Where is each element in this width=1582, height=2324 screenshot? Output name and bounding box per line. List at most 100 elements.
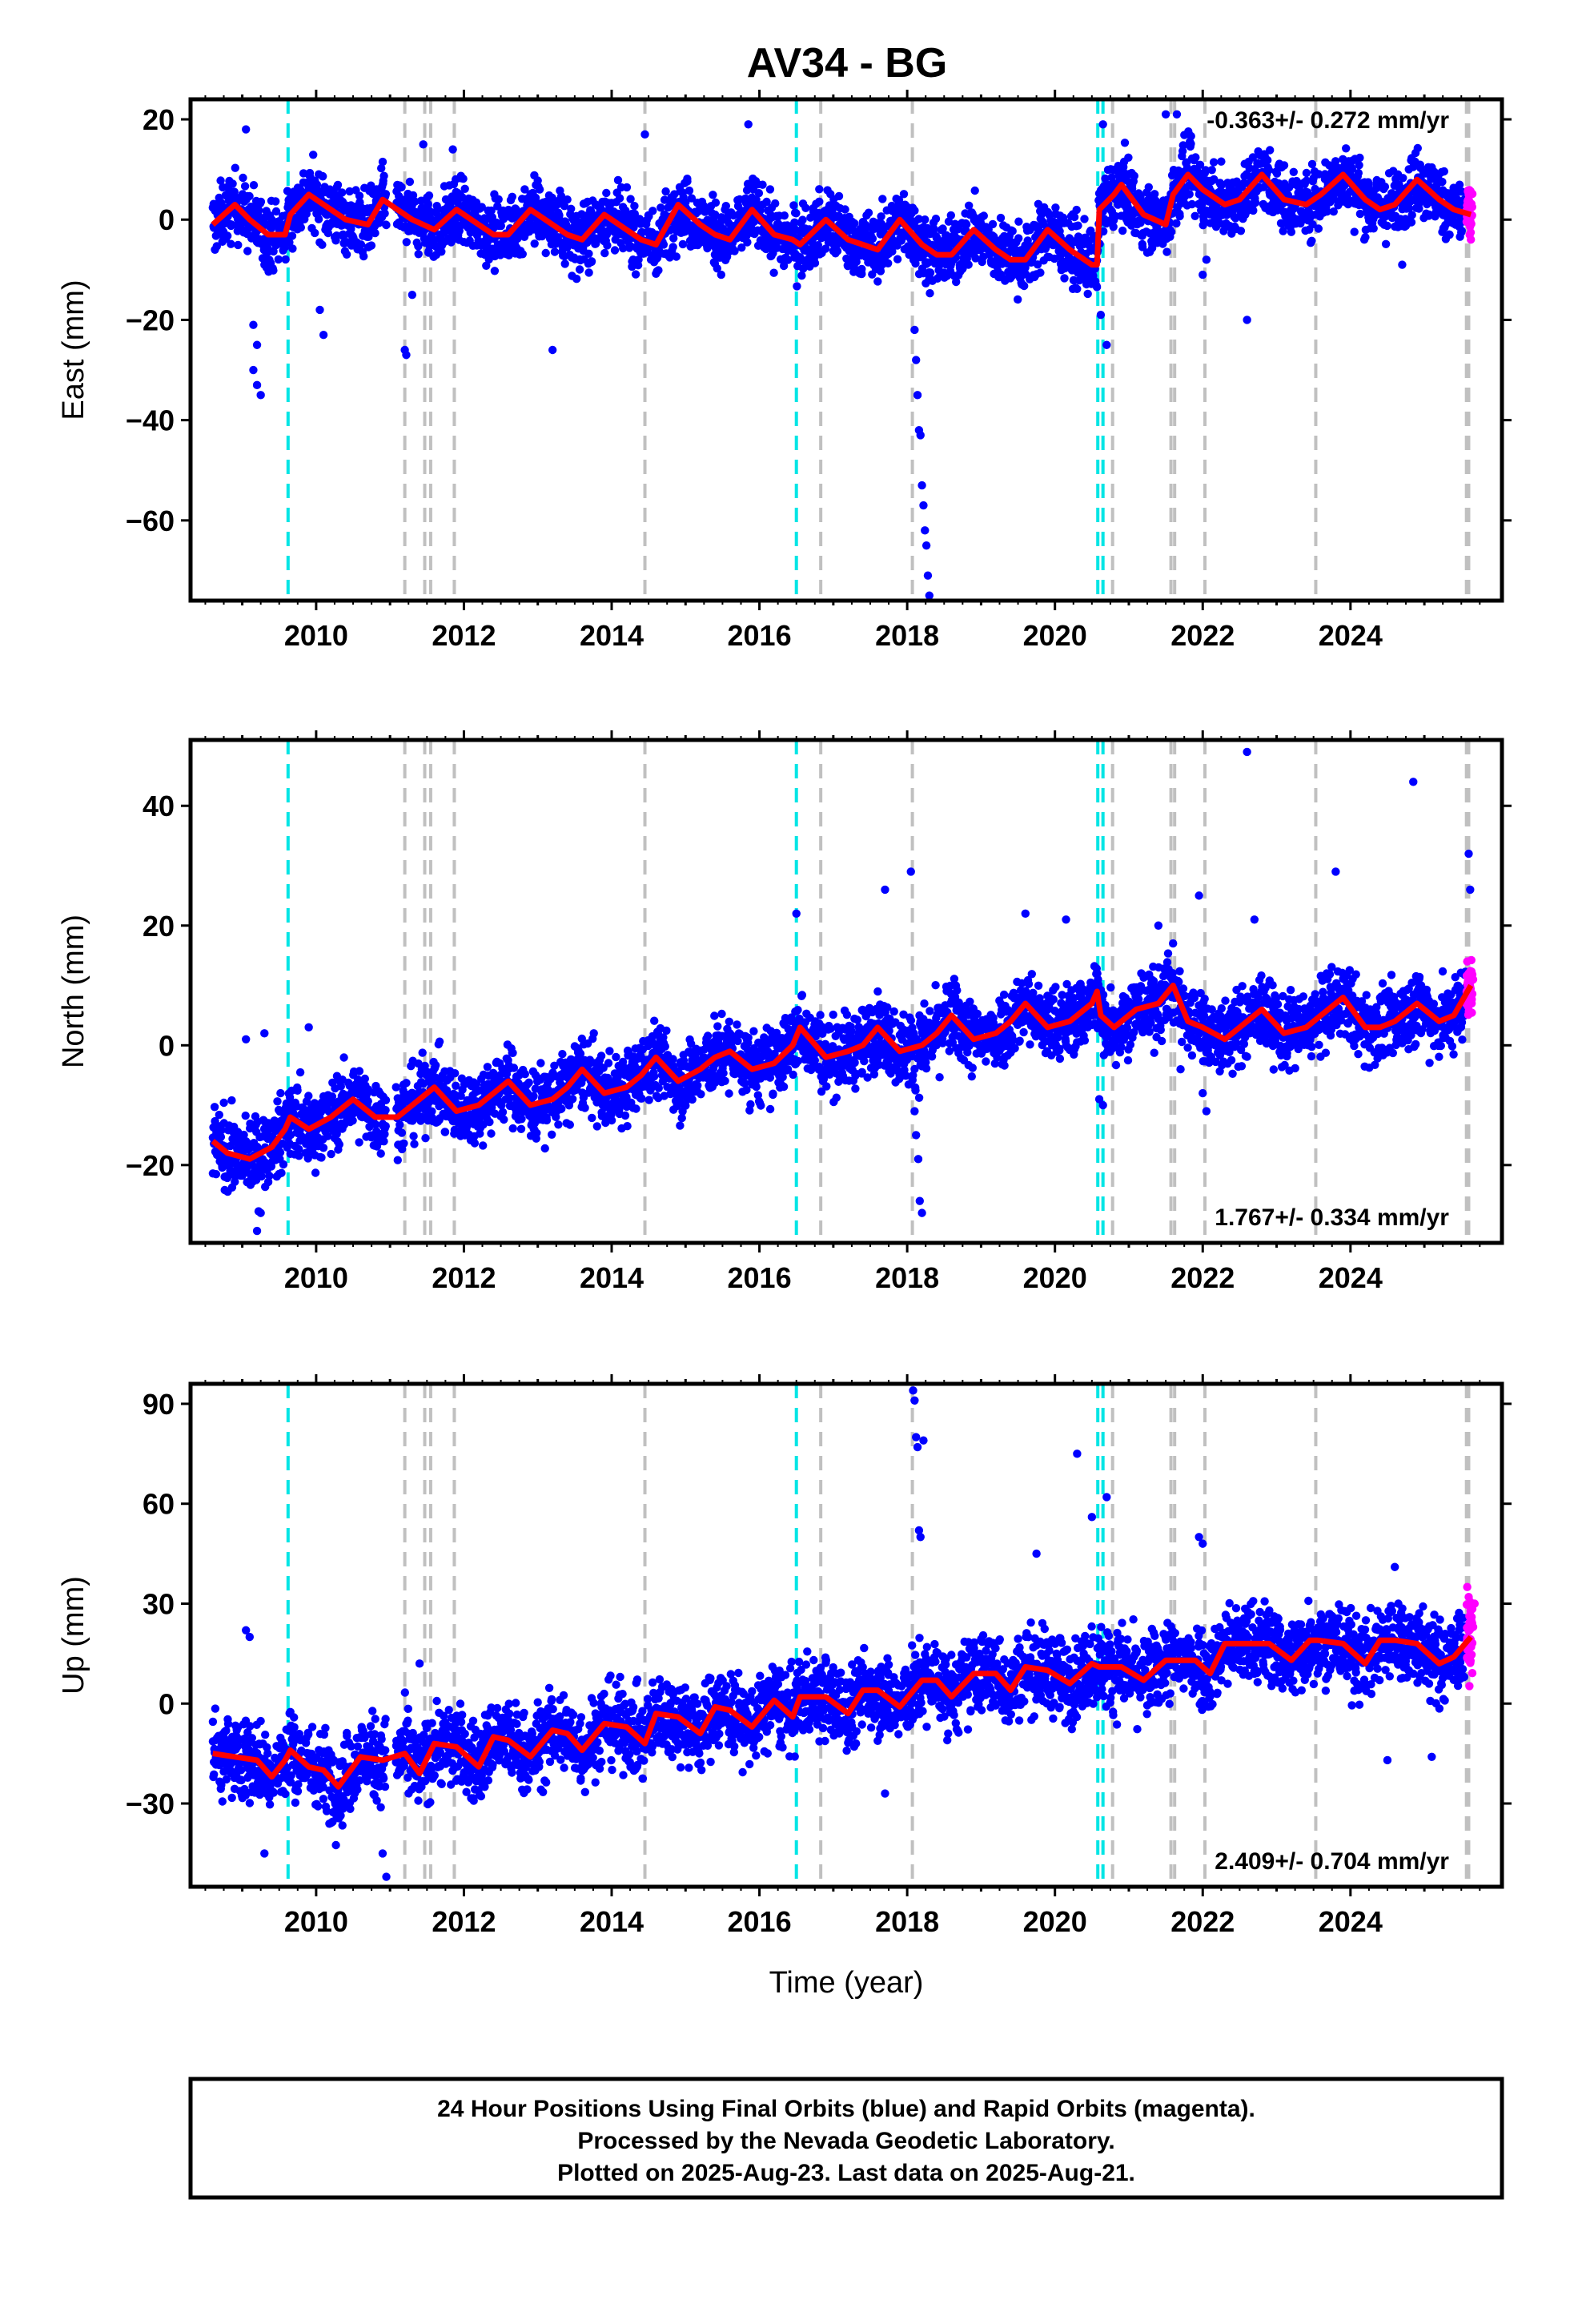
final-orbit-point (1083, 289, 1092, 299)
final-orbit-point (494, 195, 503, 204)
final-orbit-point (1289, 167, 1299, 176)
final-orbit-point (252, 380, 262, 390)
final-orbit-point (899, 190, 909, 199)
final-orbit-point (1279, 161, 1289, 170)
final-orbit-point (917, 480, 926, 490)
final-orbit-point (567, 204, 576, 213)
final-orbit-point (424, 199, 432, 209)
final-orbit-point (345, 187, 354, 196)
final-orbit-point (1355, 161, 1363, 170)
final-orbit-point (332, 231, 341, 240)
final-orbit-point (687, 194, 697, 203)
final-orbit-point (541, 248, 550, 258)
final-orbit-point (288, 244, 297, 253)
final-orbit-point (912, 356, 921, 364)
final-orbit-point (348, 1116, 357, 1125)
final-orbit-point (678, 239, 688, 249)
final-orbit-point (717, 270, 725, 279)
final-orbit-point (402, 351, 411, 360)
final-orbit-point (656, 203, 665, 212)
final-orbit-point (409, 1132, 418, 1140)
final-orbit-point (211, 1170, 221, 1179)
final-orbit-point (613, 175, 623, 185)
final-orbit-point (588, 1113, 596, 1123)
final-orbit-point (319, 1144, 328, 1152)
rapid-orbit-point (1467, 219, 1476, 228)
final-orbit-point (219, 1098, 228, 1108)
x-tick-label: 2012 (432, 619, 496, 652)
final-orbit-point (596, 1051, 606, 1060)
final-orbit-point (607, 1116, 616, 1125)
final-orbit-point (363, 1096, 372, 1106)
final-orbit-point (402, 1079, 411, 1088)
final-orbit-point (1036, 268, 1045, 277)
final-orbit-point (408, 191, 418, 200)
final-orbit-point (359, 251, 368, 261)
final-orbit-point (483, 1063, 492, 1072)
final-orbit-point (1096, 310, 1106, 320)
final-orbit-point (762, 197, 771, 207)
final-orbit-point (568, 1095, 577, 1104)
final-orbit-point (548, 345, 557, 355)
final-orbit-point (1124, 153, 1133, 162)
final-orbit-point (659, 240, 669, 249)
final-orbit-point (626, 195, 635, 203)
final-orbit-point (797, 271, 806, 280)
final-orbit-point (713, 264, 721, 273)
final-orbit-point (540, 1144, 549, 1153)
final-orbit-point (672, 252, 681, 261)
final-orbit-point (554, 1120, 563, 1129)
final-orbit-point (610, 246, 620, 255)
final-orbit-point (1399, 174, 1407, 183)
final-orbit-point (765, 185, 775, 194)
final-orbit-point (669, 234, 678, 243)
final-orbit-point (1080, 215, 1089, 223)
final-orbit-point (490, 267, 500, 275)
final-orbit-point (378, 157, 387, 167)
final-orbit-point (754, 189, 764, 198)
final-orbit-point (873, 277, 882, 286)
final-orbit-point (1381, 239, 1391, 248)
final-orbit-point (631, 270, 640, 279)
final-orbit-point (921, 541, 931, 550)
final-orbit-point (921, 215, 930, 224)
final-orbit-point (287, 231, 297, 240)
final-orbit-point (833, 247, 842, 255)
final-orbit-point (381, 1122, 390, 1131)
final-orbit-point (970, 186, 979, 195)
final-orbit-point (265, 1172, 274, 1180)
final-orbit-point (1073, 284, 1082, 293)
final-orbit-point (508, 192, 516, 201)
final-orbit-point (1172, 110, 1182, 119)
final-orbit-point (227, 239, 235, 248)
final-orbit-point (1118, 226, 1127, 235)
final-orbit-point (1350, 227, 1359, 236)
final-orbit-point (789, 201, 798, 210)
final-orbit-point (926, 289, 934, 298)
final-orbit-point (1014, 217, 1023, 226)
y-tick-label: 0 (159, 203, 175, 236)
final-orbit-point (560, 259, 569, 268)
final-orbit-point (342, 250, 351, 259)
final-orbit-point (215, 1110, 223, 1120)
x-tick-label: 2022 (1170, 619, 1235, 652)
final-orbit-point (509, 1063, 519, 1072)
final-orbit-point (277, 1168, 286, 1177)
final-orbit-point (408, 290, 417, 300)
final-orbit-point (435, 1037, 444, 1046)
final-orbit-point (622, 183, 632, 192)
final-orbit-point (243, 247, 252, 255)
final-orbit-point (419, 140, 428, 149)
final-orbit-point (382, 220, 391, 230)
final-orbit-point (228, 179, 237, 188)
final-orbit-point (565, 1120, 574, 1129)
final-orbit-point (355, 1138, 363, 1147)
final-orbit-point (485, 1117, 494, 1127)
final-orbit-point (685, 186, 694, 195)
final-orbit-point (1361, 233, 1370, 242)
final-orbit-point (1217, 157, 1226, 166)
final-orbit-point (533, 176, 542, 185)
final-orbit-point (919, 501, 928, 510)
final-orbit-point (479, 1141, 488, 1150)
final-orbit-point (558, 1050, 567, 1059)
